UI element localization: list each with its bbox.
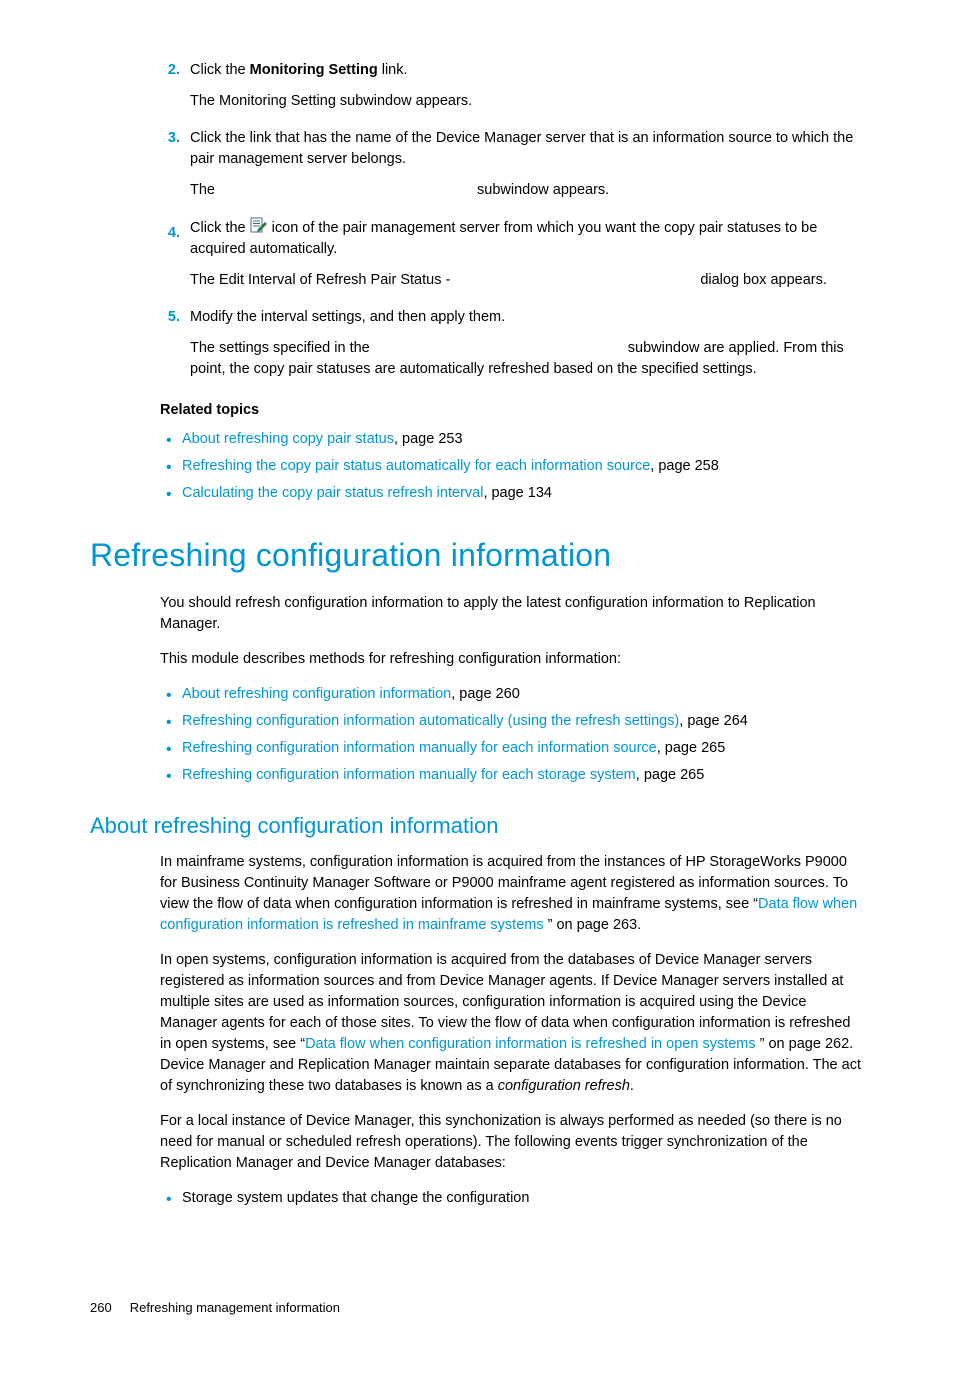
list-item: Calculating the copy pair status refresh… — [160, 483, 864, 504]
related-topics-block: Related topics About refreshing copy pai… — [160, 400, 864, 504]
step-result: The subwindow appears. — [190, 180, 864, 201]
text: The — [190, 182, 215, 198]
related-topics-heading: Related topics — [160, 400, 864, 421]
step-text: Modify the interval settings, and then a… — [190, 307, 864, 328]
link[interactable]: Calculating the copy pair status refresh… — [182, 485, 483, 501]
link[interactable]: Refreshing configuration information man… — [182, 740, 657, 756]
text: The settings specified in the — [190, 340, 370, 356]
paragraph: For a local instance of Device Manager, … — [160, 1111, 864, 1174]
list-item: Storage system updates that change the c… — [160, 1188, 864, 1209]
list-item: Refreshing configuration information aut… — [160, 711, 864, 732]
step-3: 3. Click the link that has the name of t… — [160, 128, 864, 211]
list-item: Refreshing configuration information man… — [160, 738, 864, 759]
step-number: 5. — [160, 307, 190, 390]
step-number: 2. — [160, 60, 190, 122]
step-4: 4. Click the icon of the pair management… — [160, 217, 864, 301]
step-result: The Edit Interval of Refresh Pair Status… — [190, 270, 864, 291]
link[interactable]: Data flow when configuration information… — [305, 1036, 760, 1052]
related-topics-list: About refreshing copy pair status, page … — [160, 429, 864, 504]
step-text: Click the icon of the pair management se… — [190, 217, 864, 260]
paragraph: This module describes methods for refres… — [160, 649, 864, 670]
step-2: 2. Click the Monitoring Setting link. Th… — [160, 60, 864, 122]
paragraph: In open systems, configuration informati… — [160, 950, 864, 1097]
text: , page 264 — [679, 713, 748, 729]
section-toc: About refreshing configuration informati… — [160, 684, 864, 786]
italic-text: configuration refresh — [498, 1078, 630, 1094]
text: . — [630, 1078, 634, 1094]
page-number: 260 — [90, 1299, 112, 1318]
list-item: About refreshing configuration informati… — [160, 684, 864, 705]
page-footer: 260 Refreshing management information — [90, 1299, 864, 1318]
section-heading: Refreshing configuration information — [90, 532, 864, 578]
step-body: Click the Monitoring Setting link. The M… — [190, 60, 864, 122]
text: icon of the pair management server from … — [190, 220, 817, 257]
step-text: Click the link that has the name of the … — [190, 128, 864, 170]
paragraph: You should refresh configuration informa… — [160, 593, 864, 635]
text: dialog box appears. — [700, 272, 827, 288]
text: ” on page 263. — [548, 917, 642, 933]
footer-title: Refreshing management information — [130, 1299, 340, 1318]
link[interactable]: Refreshing the copy pair status automati… — [182, 458, 650, 474]
step-body: Modify the interval settings, and then a… — [190, 307, 864, 390]
text: , page 265 — [636, 767, 705, 783]
link[interactable]: About refreshing configuration informati… — [182, 686, 451, 702]
trigger-list: Storage system updates that change the c… — [160, 1188, 864, 1209]
text: , page 253 — [394, 431, 463, 447]
text: , page 258 — [650, 458, 719, 474]
text: The Edit Interval of Refresh Pair Status… — [190, 272, 450, 288]
text: Click the — [190, 62, 250, 78]
link[interactable]: Refreshing configuration information man… — [182, 767, 636, 783]
list-item: Refreshing configuration information man… — [160, 765, 864, 786]
page-content: 2. Click the Monitoring Setting link. Th… — [160, 60, 864, 1318]
step-body: Click the link that has the name of the … — [190, 128, 864, 211]
step-result: The Monitoring Setting subwindow appears… — [190, 91, 864, 112]
text: , page 265 — [657, 740, 726, 756]
link[interactable]: About refreshing copy pair status — [182, 431, 394, 447]
text: link. — [378, 62, 408, 78]
step-5: 5. Modify the interval settings, and the… — [160, 307, 864, 390]
text: subwindow appears. — [477, 182, 609, 198]
bold-text: Monitoring Setting — [250, 62, 378, 78]
text: , page 260 — [451, 686, 520, 702]
step-body: Click the icon of the pair management se… — [190, 217, 864, 301]
link[interactable]: Refreshing configuration information aut… — [182, 713, 679, 729]
text: In mainframe systems, configuration info… — [160, 854, 848, 912]
subsection-heading: About refreshing configuration informati… — [90, 810, 864, 842]
paragraph: In mainframe systems, configuration info… — [160, 852, 864, 936]
list-item: About refreshing copy pair status, page … — [160, 429, 864, 450]
list-item: Refreshing the copy pair status automati… — [160, 456, 864, 477]
step-text: Click the Monitoring Setting link. — [190, 60, 864, 81]
step-number: 4. — [160, 223, 190, 301]
text: , page 134 — [483, 485, 552, 501]
edit-properties-icon — [250, 217, 268, 235]
text: Click the — [190, 220, 250, 236]
step-result: The settings specified in thesubwindow a… — [190, 338, 864, 380]
step-number: 3. — [160, 128, 190, 211]
